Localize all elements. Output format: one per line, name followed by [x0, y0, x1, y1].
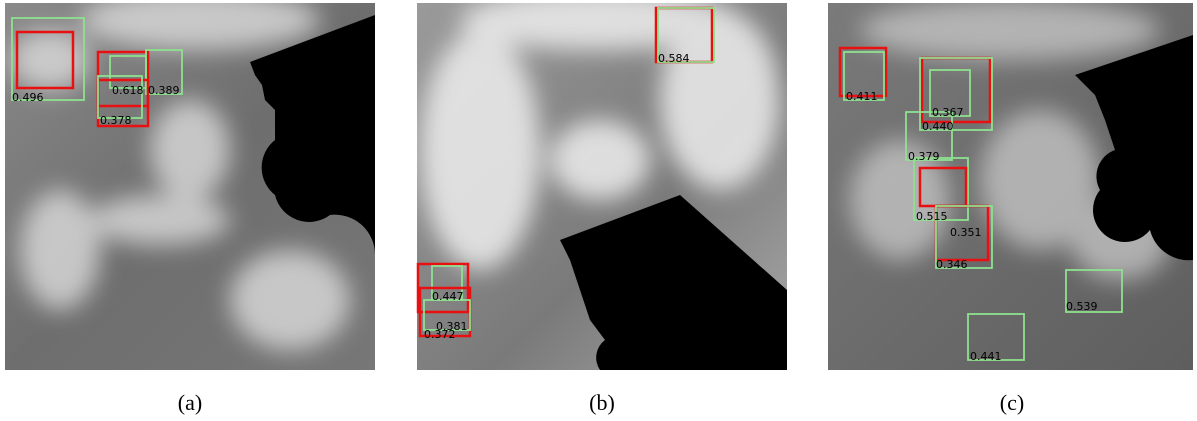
- score-label: 0.389: [148, 84, 180, 97]
- score-label: 0.367: [932, 106, 964, 119]
- caption: (b): [589, 390, 615, 415]
- figure: 0.4960.6180.3890.3780.5840.4470.3810.372…: [0, 0, 1197, 421]
- score-label: 0.378: [100, 114, 132, 127]
- score-label: 0.496: [12, 91, 44, 104]
- caption: (a): [178, 390, 202, 415]
- score-label: 0.539: [1066, 300, 1098, 313]
- score-label: 0.618: [112, 84, 144, 97]
- score-label: 0.584: [658, 52, 690, 65]
- score-label: 0.440: [922, 120, 954, 133]
- score-label: 0.441: [970, 350, 1002, 363]
- caption: (c): [1000, 390, 1024, 415]
- score-label: 0.351: [950, 226, 982, 239]
- score-label: 0.372: [424, 328, 456, 341]
- score-label: 0.411: [846, 90, 878, 103]
- score-label: 0.515: [916, 210, 948, 223]
- image-a: [5, 0, 375, 370]
- image-b: [417, 0, 787, 370]
- score-label: 0.379: [908, 150, 940, 163]
- score-label: 0.346: [936, 258, 968, 271]
- score-label: 0.447: [432, 290, 464, 303]
